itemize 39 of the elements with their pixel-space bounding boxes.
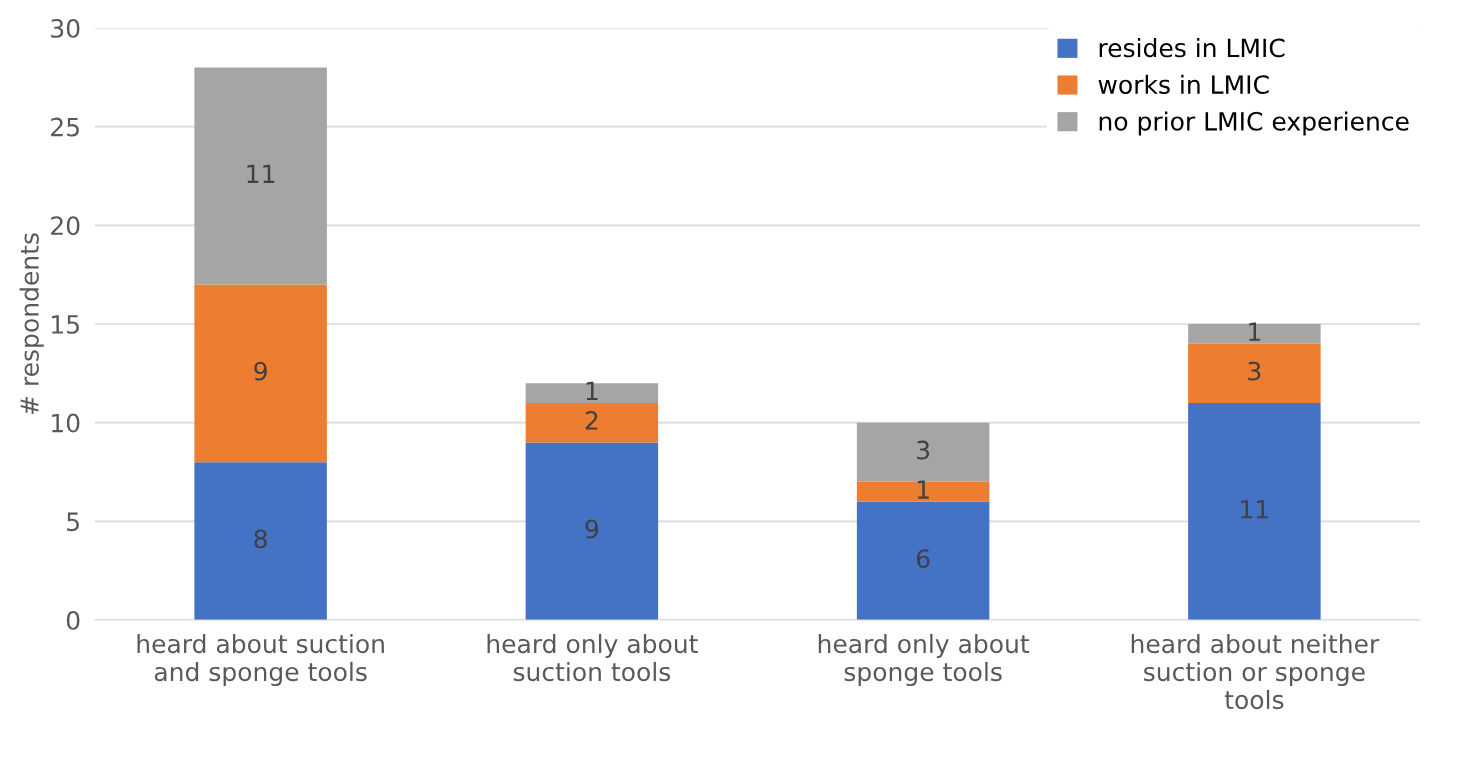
x-tick-label: heard only about sponge tools: [818, 633, 1030, 687]
data-label: 9: [585, 519, 599, 539]
data-label: 1: [586, 381, 598, 400]
data-label: 8: [254, 529, 267, 549]
data-label: 11: [247, 164, 275, 183]
data-label: 3: [917, 440, 930, 460]
x-tick-label: heard only about suction tools: [487, 633, 698, 682]
data-label: 3: [1248, 361, 1261, 381]
y-tick-label: 20: [51, 216, 80, 236]
legend-label: works in LMIC: [1098, 74, 1269, 95]
bar: [194, 67, 327, 285]
bar: [1188, 343, 1321, 403]
legend-label: no prior LMIC experience: [1099, 111, 1409, 136]
data-label: 11: [1241, 500, 1268, 519]
bar: [1188, 402, 1321, 620]
bar: [194, 462, 327, 620]
y-tick-label: 5: [67, 512, 79, 532]
data-label: 9: [254, 361, 267, 381]
bar: [525, 402, 659, 443]
data-label: 1: [917, 480, 929, 499]
x-tick-label: heard about suction and sponge tools: [137, 633, 384, 687]
y-tick-label: 10: [52, 413, 80, 433]
data-label: 1: [1249, 322, 1261, 341]
bar: [194, 284, 327, 463]
bar: [525, 383, 659, 403]
data-label: 2: [585, 411, 598, 430]
y-tick-label: 25: [51, 117, 79, 137]
bar: [856, 422, 990, 482]
y-tick-label: 0: [66, 610, 80, 630]
data-label: 6: [916, 549, 930, 569]
y-tick-label: 30: [51, 18, 80, 38]
y-tick-label: 15: [52, 315, 79, 334]
bar: [1188, 324, 1321, 344]
bar: [525, 442, 659, 620]
x-tick-label: heard about neither suction or sponge tools: [1131, 633, 1380, 710]
bar: [856, 501, 990, 620]
y-axis-title: # respondents: [19, 233, 44, 415]
bar: [856, 481, 990, 502]
legend-label: resides in LMIC: [1099, 38, 1285, 58]
